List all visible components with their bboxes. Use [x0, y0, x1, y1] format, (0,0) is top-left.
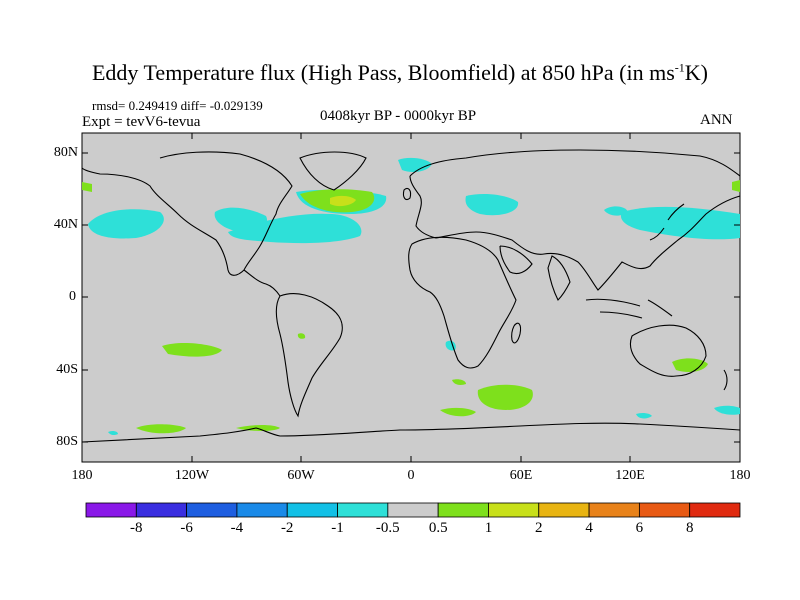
colorbar-label: 8: [685, 520, 694, 536]
lat-label-40n: 40N: [53, 217, 78, 232]
colorbar-label: 4: [585, 520, 593, 536]
lon-label-0: 0: [407, 468, 415, 483]
experiment-label: Expt = tevV6-tevua: [82, 114, 201, 130]
colorbar-label: -4: [230, 520, 244, 536]
colorbar-swatch: [437, 502, 489, 518]
colorbar-swatch: [85, 502, 137, 518]
coast-new-zealand: [723, 369, 728, 391]
plot-title: Eddy Temperature flux (High Pass, Bloomf…: [0, 60, 800, 86]
colorbar-swatch: [387, 502, 439, 518]
colorbar-swatch: [638, 502, 691, 518]
colorbar-label: -8: [130, 520, 143, 536]
title-main: Eddy Temperature flux (High Pass, Bloomf…: [91, 60, 675, 85]
colorbar-swatch: [135, 502, 188, 518]
colorbar-label: 6: [635, 520, 644, 536]
season-label: ANN: [700, 112, 733, 128]
coast-arabia: [499, 245, 533, 275]
patch-north-atlantic: [228, 213, 362, 244]
lon-label-180w: 180: [71, 468, 93, 483]
colorbar-label: 2: [535, 520, 543, 536]
patch-gulf-stream-core: [330, 195, 356, 207]
patch-indian-ocean: [440, 407, 476, 417]
colorbar-swatch: [236, 502, 288, 518]
patch-australia-south: [672, 358, 708, 372]
coast-madagascar: [511, 322, 522, 344]
patch-northeast-asia: [604, 206, 628, 216]
colorbar: [85, 502, 741, 518]
axis-ticks: [81, 133, 741, 462]
lon-label-120w: 120W: [174, 468, 210, 483]
lon-label-180e: 180: [729, 468, 751, 483]
colorbar-swatch: [588, 502, 640, 518]
title-superscript: -1: [674, 60, 685, 75]
coast-north-america: [81, 151, 293, 276]
colorbar-label: -1: [331, 520, 344, 536]
lon-label-60w: 60W: [287, 468, 315, 483]
period-label: 0408kyr BP - 0000kyr BP: [320, 108, 477, 124]
lat-label-80s: 80S: [56, 434, 78, 449]
coast-uk: [402, 187, 412, 201]
coast-africa: [408, 236, 517, 369]
patch-north-america: [214, 207, 268, 232]
coast-indonesia: [585, 298, 673, 319]
patch-arctic-east: [732, 180, 740, 192]
anomaly-patches: [82, 157, 740, 436]
colorbar-label: 1: [484, 520, 493, 536]
patch-north-pacific-east: [88, 209, 164, 239]
coast-japan: [649, 203, 685, 241]
title-end: K): [684, 60, 708, 85]
lat-label-80n: 80N: [53, 145, 78, 160]
coast-australia: [629, 324, 707, 377]
colorbar-label: 0.5: [428, 520, 448, 536]
patch-south-africa-south: [636, 412, 652, 419]
patch-arctic: [398, 157, 432, 172]
colorbar-label: -2: [280, 520, 294, 536]
patch-north-europe: [452, 379, 466, 385]
patch-southern-ocean-east: [714, 405, 740, 415]
coast-greenland: [299, 151, 367, 191]
colorbar-swatch: [337, 502, 389, 518]
stats-label: rmsd= 0.249419 diff= -0.029139: [92, 98, 263, 113]
patch-arctic-west: [82, 182, 92, 192]
colorbar-label: -0.5: [375, 520, 400, 536]
coast-central-america: [243, 269, 281, 297]
coast-eurasia: [409, 149, 741, 291]
coast-india: [547, 255, 571, 301]
colorbar-swatch: [186, 502, 238, 518]
colorbar-swatch: [689, 502, 741, 518]
colorbar-swatch: [538, 502, 590, 518]
patch-south-atlantic: [477, 384, 533, 410]
colorbar-swatch: [286, 502, 338, 518]
patch-chile: [297, 333, 306, 339]
patch-antarctic: [108, 430, 118, 436]
patch-southern-ocean-west: [136, 424, 186, 434]
coastlines: [81, 149, 741, 443]
coast-antarctica: [81, 422, 741, 443]
colorbar-swatch: [488, 502, 540, 518]
lon-label-120e: 120E: [615, 468, 645, 483]
patch-south-pacific: [162, 343, 222, 357]
coast-south-america: [275, 293, 343, 418]
patch-scandinavia: [465, 194, 519, 216]
patch-east-asia: [620, 206, 740, 240]
map-background: [81, 132, 741, 463]
lat-label-equator: 0: [69, 289, 76, 304]
colorbar-label: -6: [180, 520, 193, 536]
lon-label-60e: 60E: [509, 468, 533, 483]
lat-label-40s: 40S: [56, 362, 78, 377]
